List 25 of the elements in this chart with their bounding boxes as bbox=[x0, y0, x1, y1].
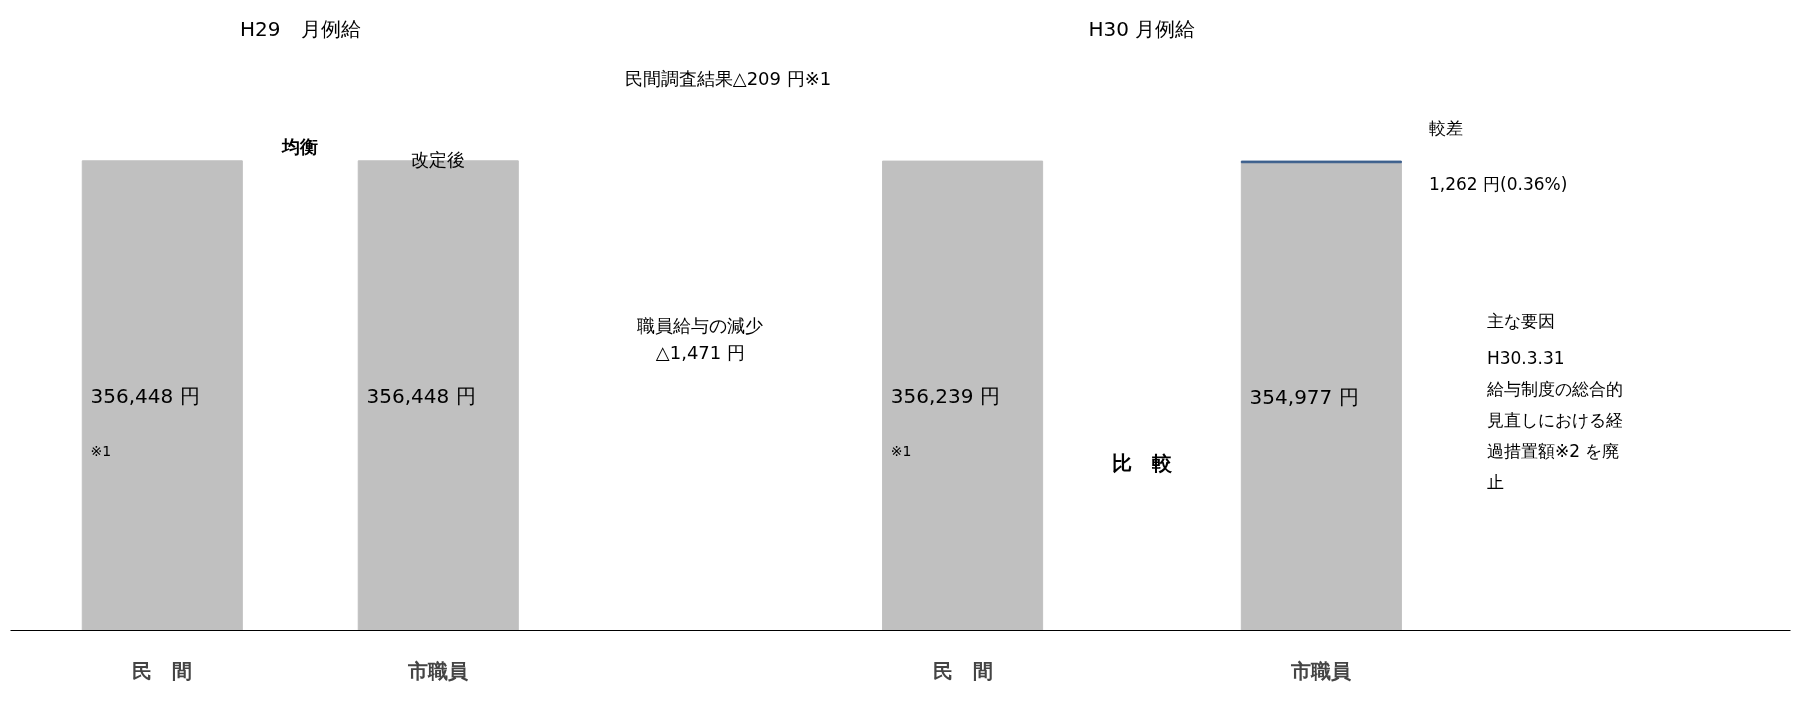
annotation: 見直しにおける経 bbox=[1486, 409, 1623, 430]
x-tick-label: 民 間 bbox=[132, 658, 193, 683]
text: 較差 bbox=[1428, 118, 1463, 139]
data-label: 356,448 円 bbox=[366, 383, 476, 408]
annotation: ※1 bbox=[90, 442, 112, 459]
text: H30 月例給 bbox=[1088, 17, 1196, 42]
annotation: 過措置額※2 を廃 bbox=[1486, 440, 1620, 461]
annotation: H30.3.31 bbox=[1486, 347, 1565, 368]
x-tick-label: 民 間 bbox=[932, 658, 993, 683]
annotation: 1,262 円(0.36%) bbox=[1428, 174, 1568, 195]
data-label: 356,448 円 bbox=[90, 383, 200, 408]
annotation: 職員給与の減少 △1,471 円 bbox=[637, 314, 764, 364]
annotation: 改定後 bbox=[411, 148, 466, 170]
annotation: ※1 bbox=[890, 442, 912, 459]
data-label: 354,977 円 bbox=[1249, 384, 1359, 409]
annotation: 比 較 bbox=[1111, 451, 1173, 476]
annotation: 主な要因 bbox=[1486, 310, 1555, 331]
text: 均衡 bbox=[281, 136, 319, 158]
text: H29 月例給 bbox=[240, 17, 361, 42]
annotation: 止 bbox=[1486, 471, 1504, 492]
x-tick-label: 市職員 bbox=[407, 658, 470, 683]
data-label: 356,239 円 bbox=[890, 383, 1000, 408]
x-tick-label: 市職員 bbox=[1290, 658, 1353, 683]
text: 民間調査結果△209 円※1 bbox=[624, 68, 832, 90]
annotation: 給与制度の総合的 bbox=[1485, 378, 1623, 399]
